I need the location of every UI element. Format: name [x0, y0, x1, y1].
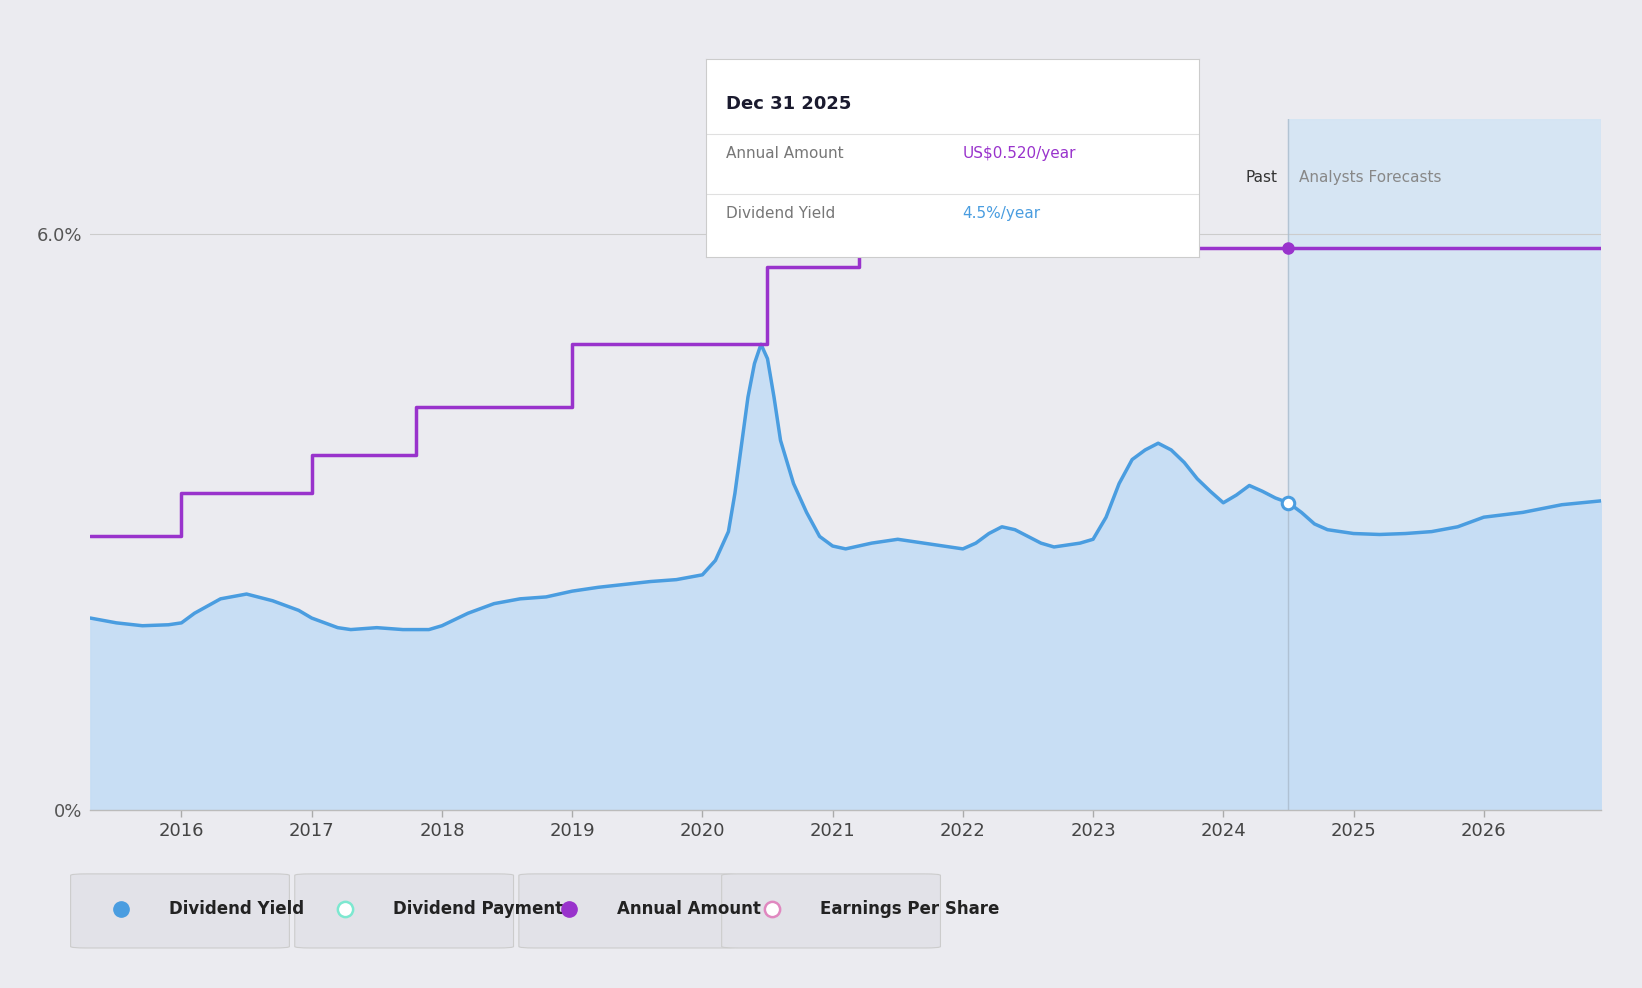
Text: Past: Past: [1246, 170, 1277, 185]
Text: Dividend Yield: Dividend Yield: [169, 900, 304, 918]
Text: Dividend Yield: Dividend Yield: [726, 206, 836, 220]
FancyBboxPatch shape: [71, 874, 289, 948]
Bar: [1289, 119, 1601, 810]
Text: Earnings Per Share: Earnings Per Share: [819, 900, 1000, 918]
Text: Dividend Payments: Dividend Payments: [392, 900, 573, 918]
Text: Dec 31 2025: Dec 31 2025: [726, 95, 851, 113]
Text: Analysts Forecasts: Analysts Forecasts: [1299, 170, 1442, 185]
Text: US$0.520/year: US$0.520/year: [962, 146, 1076, 161]
FancyBboxPatch shape: [722, 874, 941, 948]
Text: Annual Amount: Annual Amount: [726, 146, 844, 161]
FancyBboxPatch shape: [519, 874, 737, 948]
Text: Annual Amount: Annual Amount: [617, 900, 760, 918]
FancyBboxPatch shape: [296, 874, 514, 948]
Text: 4.5%/year: 4.5%/year: [962, 206, 1041, 220]
